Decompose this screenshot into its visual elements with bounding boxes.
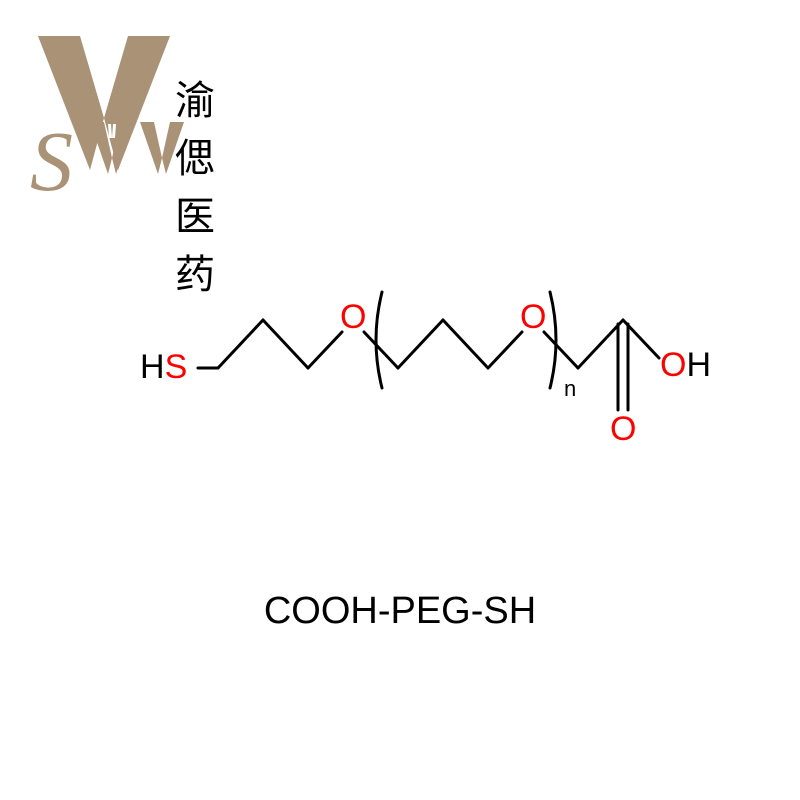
label-n-sub: n bbox=[564, 376, 576, 402]
label-o1: O bbox=[340, 298, 366, 337]
label-hs: HS bbox=[140, 348, 187, 387]
label-oh: OH bbox=[660, 346, 711, 385]
logo-glyph: S bbox=[30, 30, 190, 200]
logo-company-name: 渝偲医药 bbox=[175, 68, 219, 300]
chemical-structure: HS O O OH O n bbox=[70, 280, 730, 520]
structure-caption: COOH-PEG-SH bbox=[0, 590, 800, 633]
logo-area: S 渝偲医药 bbox=[30, 30, 190, 200]
structure-svg bbox=[70, 280, 730, 520]
label-dbl-o: O bbox=[610, 410, 636, 449]
label-o2: O bbox=[520, 298, 546, 337]
svg-text:S: S bbox=[30, 113, 73, 200]
